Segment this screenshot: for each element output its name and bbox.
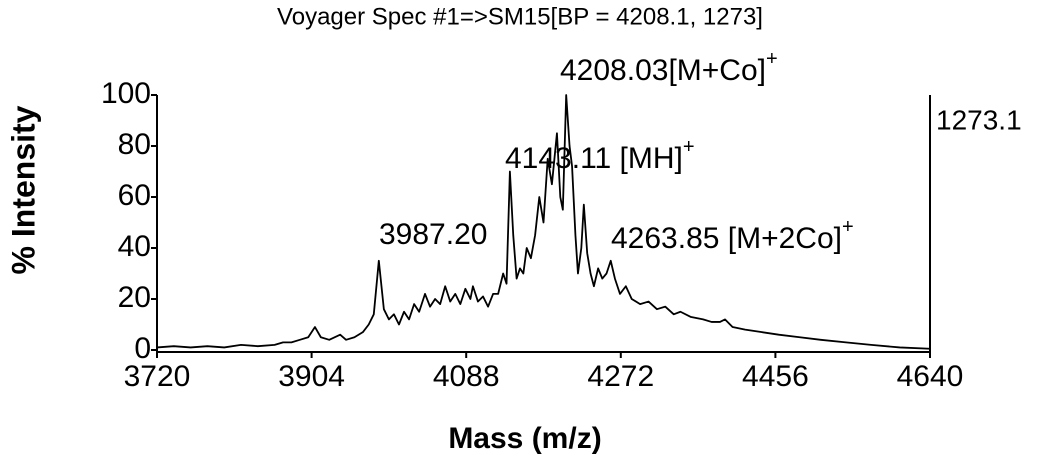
peak-annotation: 4263.85 [M+2Co]+ [611, 216, 854, 255]
y-axis-label: % Intensity [5, 105, 41, 274]
y-tick-label: 60 [118, 179, 151, 212]
y-tick-label: 80 [118, 128, 151, 161]
annotation-sup: + [766, 48, 778, 70]
annotation-text: 4208.03[M+Co] [560, 54, 766, 87]
peak-annotation: 3987.20 [379, 218, 487, 251]
right-axis-label: 1273.1 [936, 104, 1022, 135]
annotation-sup: + [842, 216, 854, 238]
annotation-text: 3987.20 [379, 218, 487, 251]
x-tick-label: 4640 [897, 360, 964, 393]
x-tick-label: 3904 [278, 360, 345, 393]
spectrum-line [156, 94, 931, 350]
y-tick-label: 20 [118, 281, 151, 314]
y-tick-label: 0 [134, 332, 151, 365]
x-tick-label: 4088 [433, 360, 500, 393]
annotation-sup: + [683, 136, 695, 158]
x-axis-label: Mass (m/z) [448, 422, 601, 455]
y-tick-label: 40 [118, 230, 151, 263]
x-tick-label: 3720 [124, 360, 191, 393]
chart-title: Voyager Spec #1=>SM15[BP = 4208.1, 1273] [277, 3, 763, 30]
annotation-text: 4263.85 [M+2Co] [611, 222, 842, 255]
y-tick-label: 100 [101, 77, 151, 110]
annotation-text: 4143.11 [MH] [505, 142, 683, 175]
peak-annotation: 4208.03[M+Co]+ [560, 48, 778, 87]
x-tick-label: 4456 [742, 360, 809, 393]
peak-annotation: 4143.11 [MH]+ [505, 136, 695, 175]
x-tick-label: 4272 [587, 360, 654, 393]
